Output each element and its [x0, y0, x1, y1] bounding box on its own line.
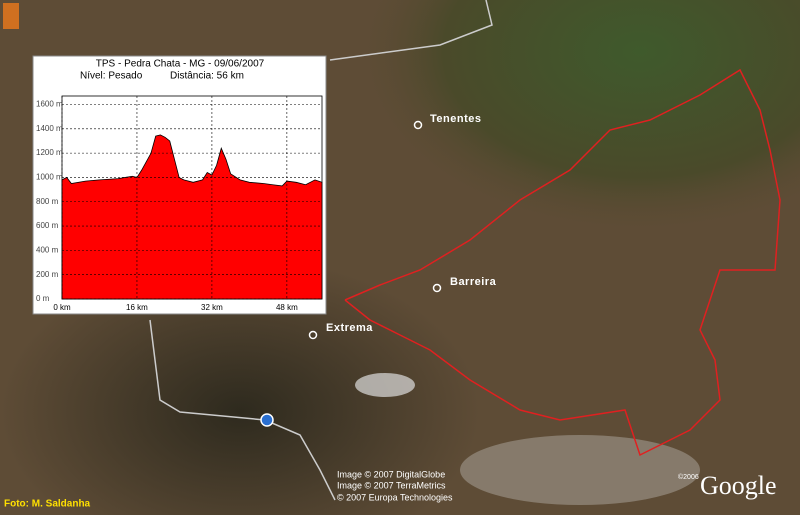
place-label: Tenentes [430, 113, 481, 125]
x-tick-label: 32 km [201, 303, 223, 312]
corner-icon [3, 3, 19, 29]
place-marker [413, 120, 423, 130]
place-label: Barreira [450, 276, 497, 288]
annotation: Distância: 56 km [170, 71, 244, 82]
x-tick-label: 16 km [126, 303, 148, 312]
place-marker [432, 283, 442, 293]
elevation-profile: TPS - Pedra Chata - MG - 09/06/2007 Níve… [32, 55, 327, 315]
photo-credit: Foto: M. Saldanha [4, 499, 91, 510]
place-marker [308, 330, 318, 340]
place-label: Extrema [326, 322, 373, 334]
cloud [355, 373, 415, 397]
y-tick-label: 600 m [36, 221, 59, 230]
x-tick-label: 48 km [276, 303, 298, 312]
image-credit: Image © 2007 DigitalGlobe [337, 469, 445, 479]
chart-title: TPS - Pedra Chata - MG - 09/06/2007 [96, 59, 265, 70]
y-tick-label: 800 m [36, 197, 59, 206]
x-tick-label: 0 km [53, 303, 71, 312]
cloud [460, 435, 700, 505]
y-tick-label: 1200 m [36, 148, 63, 157]
image-credit: © 2007 Europa Technologies [337, 492, 453, 502]
logo: Google [700, 471, 777, 500]
y-tick-label: 0 m [36, 294, 50, 303]
y-tick-label: 1000 m [36, 173, 63, 182]
y-tick-label: 1600 m [36, 100, 63, 109]
road-marker [260, 413, 274, 427]
y-tick-label: 1400 m [36, 124, 63, 133]
y-tick-label: 200 m [36, 270, 59, 279]
route [344, 68, 781, 457]
y-tick-label: 400 m [36, 245, 59, 254]
logo-year: ©2006 [678, 473, 699, 481]
image-credit: Image © 2007 TerraMetrics [337, 480, 446, 490]
annotation: Nível: Pesado [80, 71, 143, 82]
elevation-area [61, 134, 323, 300]
